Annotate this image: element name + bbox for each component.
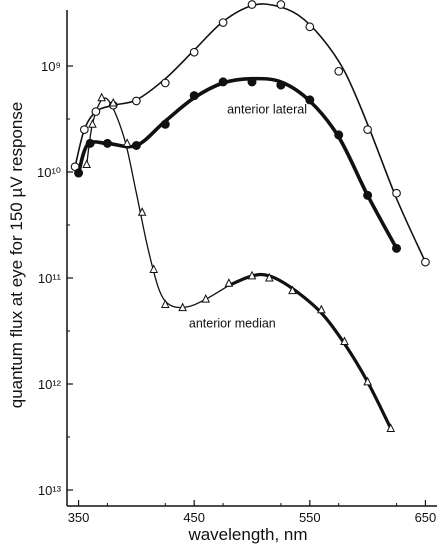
series-label: anterior median <box>189 317 276 331</box>
anterior-median-point <box>97 92 106 102</box>
x-tick-label: 350 <box>68 510 90 525</box>
anterior-lateral-point <box>305 95 315 105</box>
series-label: anterior lateral <box>227 102 307 116</box>
anterior-median-point <box>363 376 372 386</box>
anterior-lateral-point <box>334 130 344 140</box>
posterior-lateral-point <box>160 78 170 88</box>
anterior-median-point <box>317 304 326 314</box>
anterior-median-point <box>108 97 118 107</box>
x-tick-label: 450 <box>183 510 205 525</box>
x-tick-label: 650 <box>415 510 437 525</box>
posterior-lateral-point <box>334 66 344 76</box>
posterior-lateral-point <box>421 257 430 267</box>
anterior-median-point <box>340 336 349 346</box>
anterior-median-point <box>122 138 132 147</box>
plot-frame <box>66 10 437 507</box>
anterior-median-point <box>224 278 234 287</box>
anterior-lateral-point <box>160 119 170 129</box>
posterior-lateral-point <box>218 18 228 27</box>
anterior-median-point <box>265 272 274 282</box>
anterior-median-point <box>137 207 147 216</box>
anterior-median-point <box>160 299 170 308</box>
y-ticks: 10⁹ 10¹⁰ 10¹¹ 10¹² 10¹³ <box>37 59 73 498</box>
anterior-median-point <box>178 302 187 312</box>
anterior-median-point <box>386 423 396 432</box>
y-tick-label: 10¹¹ <box>38 271 62 286</box>
anterior-lateral-point <box>392 243 402 253</box>
posterior-lateral-curve <box>74 3 427 263</box>
anterior-lateral-point <box>102 138 112 148</box>
anterior-lateral-point <box>363 190 373 200</box>
series-markers <box>70 0 430 432</box>
anterior-lateral-point <box>276 80 286 90</box>
anterior-lateral-point <box>74 168 84 178</box>
anterior-lateral-point <box>131 141 141 150</box>
anterior-lateral-point <box>85 138 95 148</box>
anterior-median-point <box>88 119 97 128</box>
y-tick-label: 10¹⁰ <box>37 165 61 180</box>
posterior-lateral-point <box>132 96 141 106</box>
x-tick-label: 550 <box>299 510 321 525</box>
posterior-lateral-point <box>91 107 101 116</box>
y-tick-label: 10¹² <box>38 377 62 392</box>
anterior-lateral-point <box>218 77 228 87</box>
anterior-median-point <box>247 270 257 280</box>
anterior-lateral-point <box>247 77 257 87</box>
anterior-median-point <box>149 264 159 273</box>
anterior-median-point <box>288 285 297 295</box>
y-tick-label: 10¹³ <box>38 483 62 498</box>
posterior-lateral-point <box>305 22 315 32</box>
anterior-median-curve-heavy <box>227 272 393 431</box>
y-axis-label: quantum flux at eye for 150 µV response <box>7 102 26 409</box>
posterior-lateral-point <box>363 125 372 134</box>
x-ticks: 350 450 550 650 <box>68 500 437 525</box>
posterior-lateral-point <box>79 125 89 134</box>
posterior-lateral-point <box>247 0 257 9</box>
anterior-median-point <box>82 159 91 169</box>
series-curves <box>74 3 427 431</box>
anterior-median-point <box>201 294 211 303</box>
posterior-lateral-point <box>189 47 199 57</box>
x-axis-label: wavelength, nm <box>187 525 307 544</box>
posterior-lateral-point <box>392 188 401 198</box>
posterior-lateral-point <box>276 0 286 9</box>
anterior-lateral-point <box>189 91 199 101</box>
y-tick-label: 10⁹ <box>41 59 61 74</box>
